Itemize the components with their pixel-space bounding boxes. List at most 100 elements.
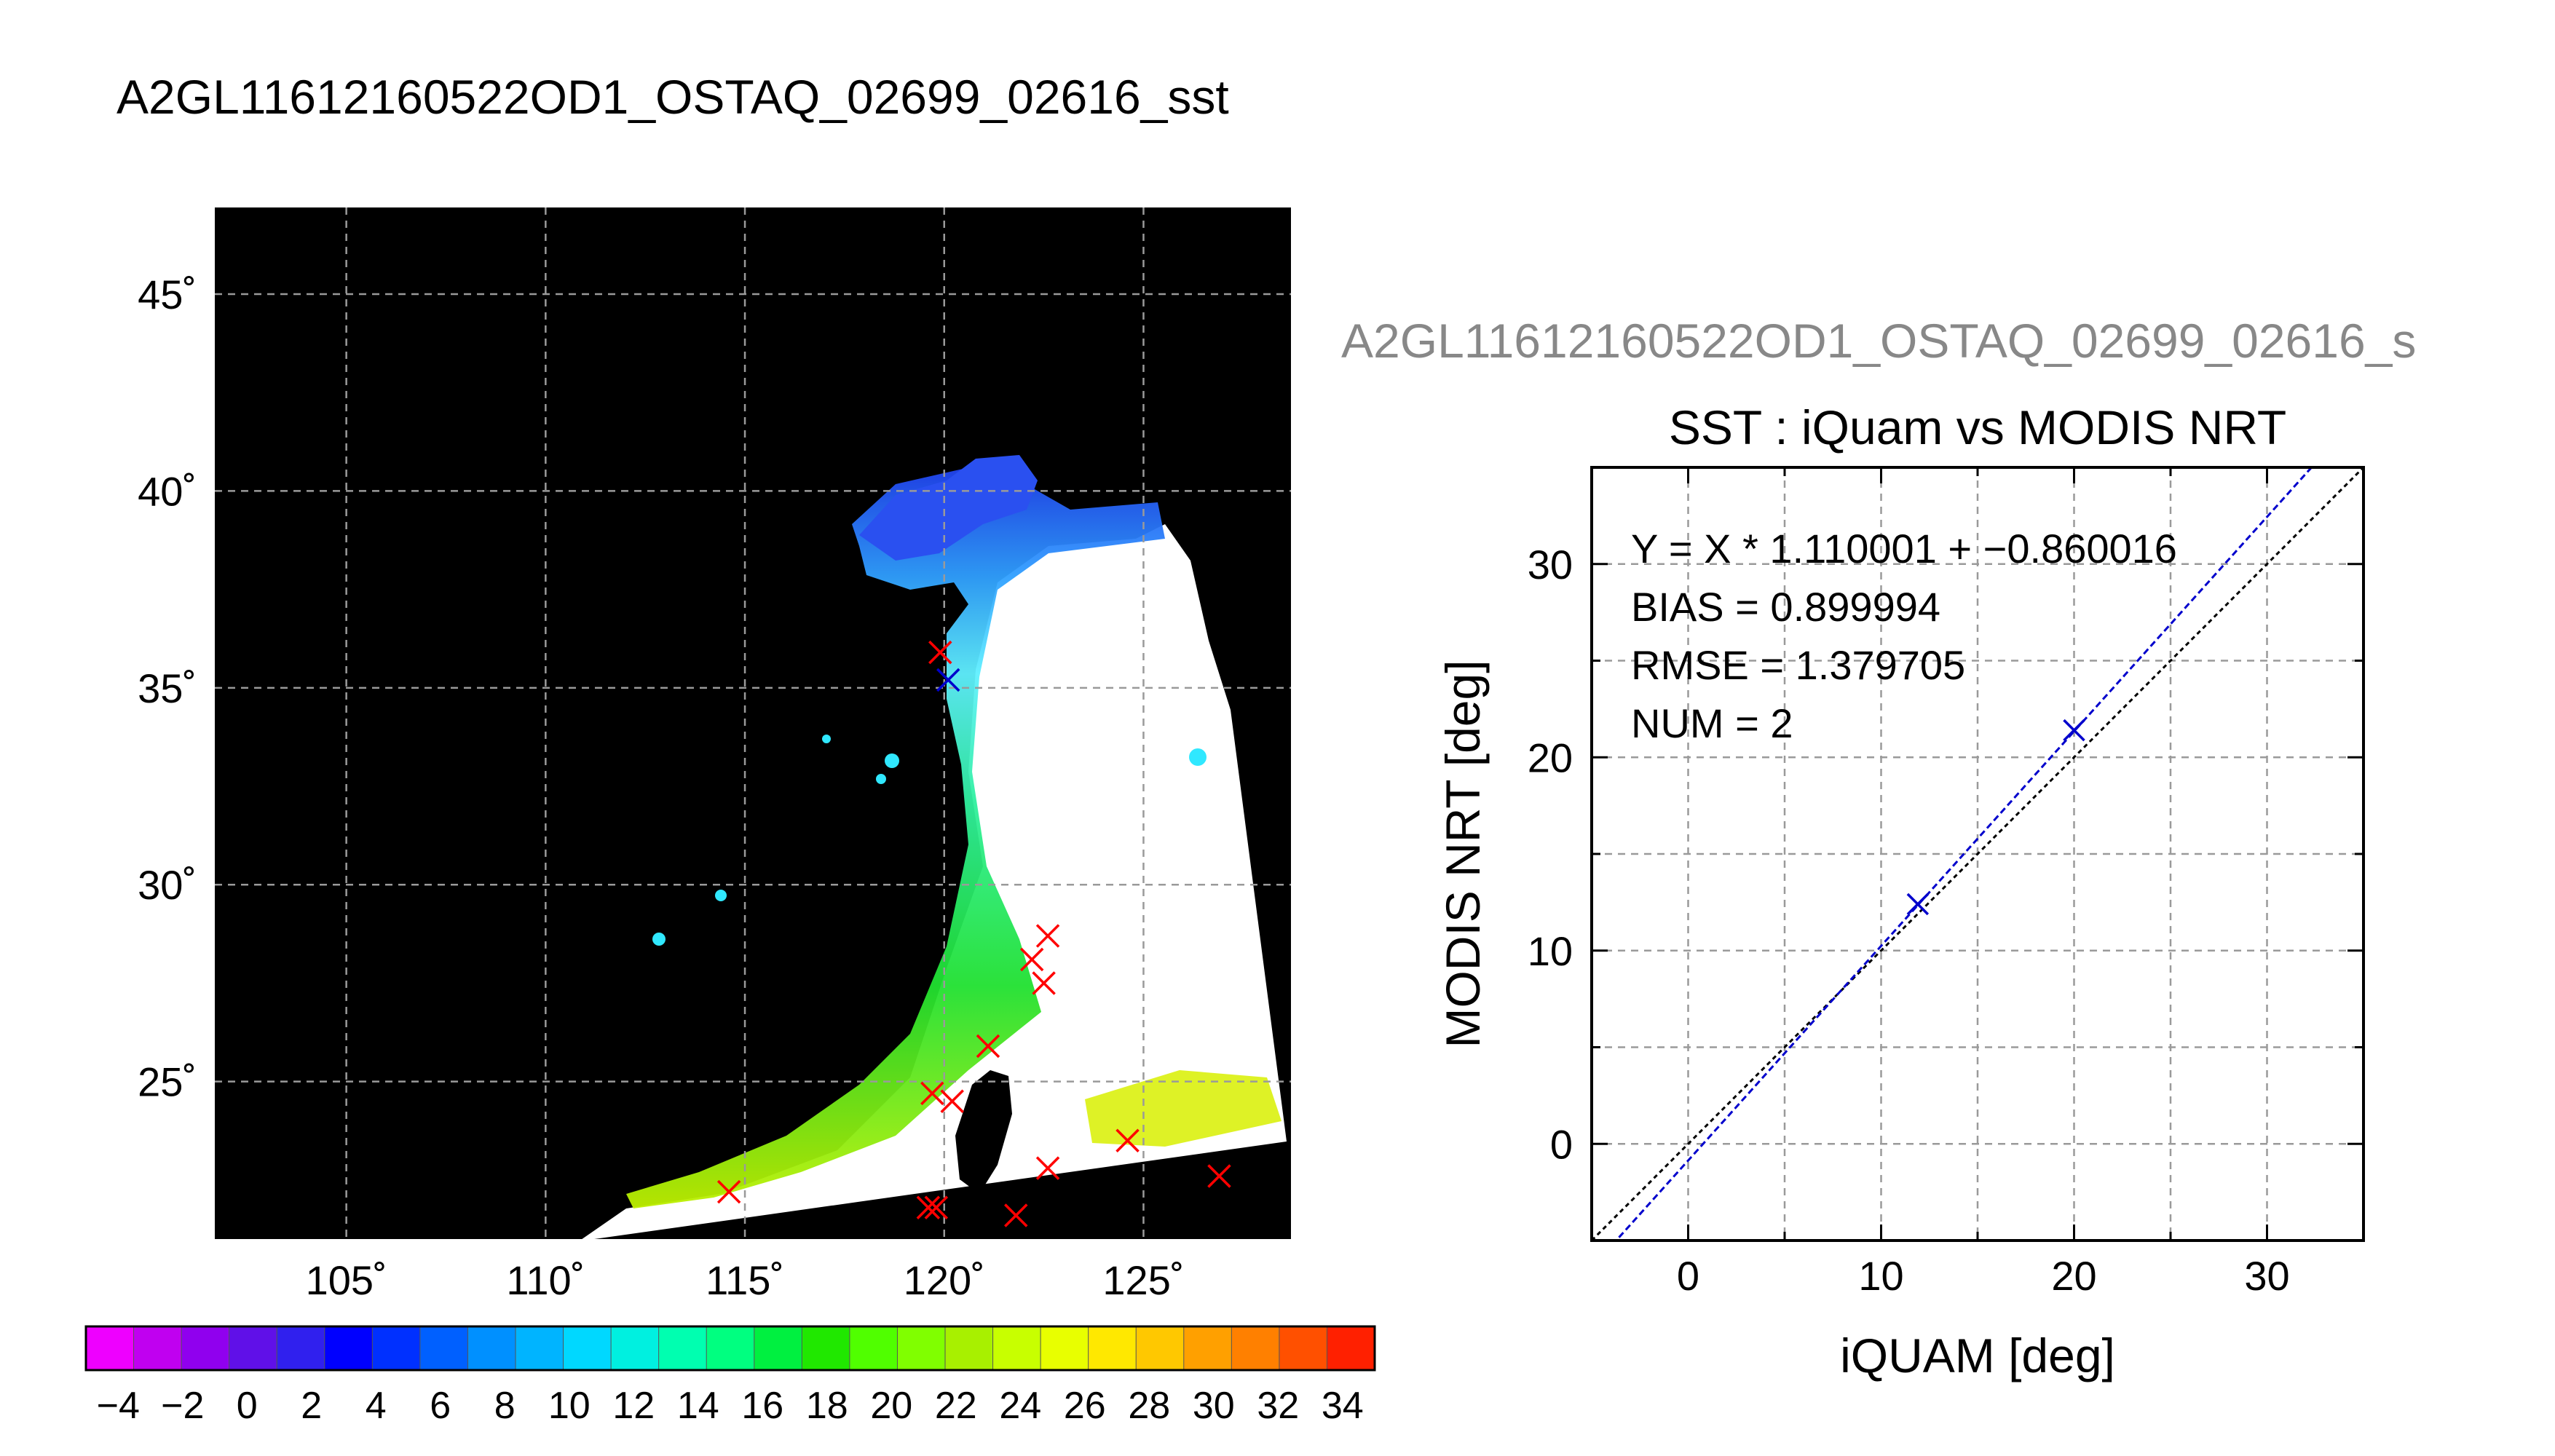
station-marker (1035, 924, 1060, 948)
colorbar-cell (133, 1326, 183, 1371)
station-marker (1032, 971, 1056, 995)
colorbar-tick-label: 28 (1128, 1385, 1170, 1427)
coastal-sst-band (626, 466, 1165, 1208)
scatter-y-tick-label: 0 (1550, 1121, 1573, 1167)
warm-sea-patch (1085, 1070, 1282, 1147)
colorbar-cell (276, 1326, 325, 1371)
map-x-tick-label: 115˚ (706, 1257, 784, 1303)
colorbar-cell (610, 1326, 660, 1371)
colorbar-tick-label: 4 (366, 1385, 387, 1427)
y-axis-label: MODIS NRT [deg] (1436, 660, 1490, 1048)
colorbar-cell (324, 1326, 374, 1371)
station-marker (940, 1089, 964, 1113)
scatter-x-tick-label: 10 (1858, 1253, 1903, 1299)
scatter-point (2063, 719, 2085, 742)
map-y-tick-label: 25˚ (138, 1059, 197, 1105)
sea-surface-field (582, 455, 1287, 1239)
colorbar-cell (181, 1326, 230, 1371)
station-marker (1019, 947, 1044, 972)
colorbar-cell (754, 1326, 803, 1371)
colorbar-cell (944, 1326, 994, 1371)
colorbar-cell (229, 1326, 278, 1371)
colorbar-tick-label: 26 (1064, 1385, 1106, 1427)
scatter-figure-title: A2GL11612160522OD1_OSTAQ_02699_02616_s (1341, 314, 2417, 368)
scatter-lines (1592, 467, 2364, 1241)
colorbar-labels: −4 −2 0 2 4 6 8 10 12 14 16 18 20 22 24 26 28 30 32 34 (97, 1385, 1364, 1427)
colorbar-tick-label: 8 (494, 1385, 516, 1427)
station-marker (716, 1179, 741, 1204)
colorbar-frame (84, 1325, 1376, 1372)
stats-annotation: RMSE = 1.379705 (1631, 642, 1965, 688)
matchup-marker (936, 668, 960, 692)
station-marker (1207, 1164, 1231, 1188)
map-y-tick-label: 40˚ (138, 468, 197, 514)
scatter-annotations: Y = X * 1.110001 + −0.860016 BIAS = 0.899… (1631, 526, 2177, 746)
colorbar-tick-label: 0 (237, 1385, 258, 1427)
colorbar-tick-label: 34 (1322, 1385, 1364, 1427)
colorbar-tick-label: 6 (430, 1385, 451, 1427)
scatter-y-tick-label: 10 (1528, 928, 1573, 974)
scatter-x-tick-label: 0 (1677, 1253, 1699, 1299)
colorbar-tick-label: −4 (97, 1385, 140, 1427)
scatter-points (1906, 719, 2085, 916)
colorbar-tick-label: 16 (741, 1385, 783, 1427)
colorbar-tick-label: 30 (1193, 1385, 1235, 1427)
map-x-tick-label: 105˚ (306, 1257, 387, 1303)
colorbar-tick-label: 12 (612, 1385, 655, 1427)
scatter-x-tick-label: 20 (2051, 1253, 2096, 1299)
map-x-tick-label: 110˚ (506, 1257, 585, 1303)
station-marker (924, 1195, 949, 1219)
stats-annotation: BIAS = 0.899994 (1631, 584, 1940, 630)
scatter-ticks: 0 10 20 30 0 10 20 30 (1528, 467, 2364, 1299)
colorbar-tick-label: 18 (806, 1385, 848, 1427)
scatter-title: SST : iQuam vs MODIS NRT (1669, 400, 2286, 454)
colorbar-tick-label: 20 (870, 1385, 912, 1427)
map-x-tick-label: 120˚ (904, 1257, 985, 1303)
colorbar-tick-label: 22 (935, 1385, 977, 1427)
swath-white-area (582, 524, 1287, 1239)
colorbar-cells (84, 1325, 1376, 1372)
map-y-tick-label: 35˚ (138, 665, 197, 711)
colorbar-tick-label: 14 (677, 1385, 719, 1427)
colorbar-tick-label: 32 (1257, 1385, 1299, 1427)
page-title: A2GL11612160522OD1_OSTAQ_02699_02616_sst (117, 70, 1229, 124)
regression-line (1614, 467, 2313, 1241)
station-marker (928, 640, 952, 665)
scatter-y-tick-label: 20 (1528, 735, 1573, 780)
map-tick-labels: 105˚ 110˚ 115˚ 120˚ 125˚ 25˚ 30˚ 35˚ 40˚ 45˚ (138, 272, 1184, 1303)
scatter-grid (1592, 467, 2364, 1241)
x-axis-label: iQUAM [deg] (1840, 1329, 2115, 1382)
colorbar-cell (419, 1326, 469, 1371)
station-markers (716, 640, 1231, 1227)
colorbar-tick-label: 2 (301, 1385, 322, 1427)
colorbar-cell (371, 1326, 421, 1371)
map-y-tick-label: 30˚ (138, 862, 197, 908)
taiwan-land (955, 1070, 1012, 1194)
stats-annotation: Y = X * 1.110001 + −0.860016 (1631, 526, 2177, 571)
colorbar-tick-label: 24 (999, 1385, 1041, 1427)
colorbar-tick-label: 10 (548, 1385, 591, 1427)
station-marker (916, 1195, 941, 1219)
colorbar-cell (1326, 1326, 1376, 1371)
stats-annotation: NUM = 2 (1631, 700, 1793, 746)
one-to-one-line (1592, 467, 2364, 1241)
scatter-x-tick-label: 30 (2244, 1253, 2289, 1299)
station-marker (920, 1081, 944, 1106)
colorbar-cell (467, 1326, 517, 1371)
scatter-point (1906, 893, 1930, 916)
station-marker (1035, 1156, 1060, 1180)
station-marker (976, 1034, 1000, 1059)
station-marker (1004, 1203, 1028, 1227)
gulf-cold-water (859, 455, 1038, 561)
scatter-y-tick-label: 30 (1528, 542, 1573, 587)
map-x-tick-label: 125˚ (1102, 1257, 1184, 1303)
colorbar-cell (1279, 1326, 1328, 1371)
map-y-tick-label: 45˚ (138, 272, 197, 317)
map-grid (215, 207, 1291, 1239)
colorbar-tick-label: −2 (161, 1385, 204, 1427)
colorbar-cell (706, 1326, 755, 1371)
station-marker (1115, 1128, 1140, 1153)
